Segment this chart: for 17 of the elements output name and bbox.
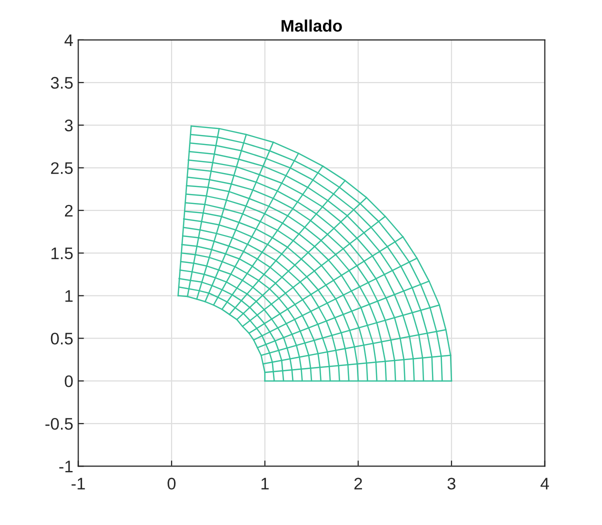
y-tick-label: 1.5 [52, 248, 73, 260]
y-tick-label: 0 [64, 375, 73, 388]
x-tick-label: 2 [354, 478, 362, 490]
x-tick-label: 1 [262, 478, 269, 490]
y-tick-label: 3 [64, 120, 73, 132]
y-tick-label: -0.5 [45, 418, 73, 430]
y-tick-label: 2 [64, 204, 73, 216]
y-tick-label: -1 [59, 460, 73, 472]
chart-title: Mallado [282, 19, 342, 32]
y-tick-label: 1 [65, 290, 73, 302]
x-tick-label: 3 [448, 478, 456, 490]
y-tick-label: 3.5 [50, 76, 73, 89]
y-tick-label: 0.5 [50, 332, 73, 345]
y-tick-label: 4 [64, 34, 73, 46]
x-tick-label: 4 [540, 478, 549, 490]
y-tick-label: 2.5 [51, 162, 73, 174]
x-tick-label: 0 [168, 478, 176, 490]
